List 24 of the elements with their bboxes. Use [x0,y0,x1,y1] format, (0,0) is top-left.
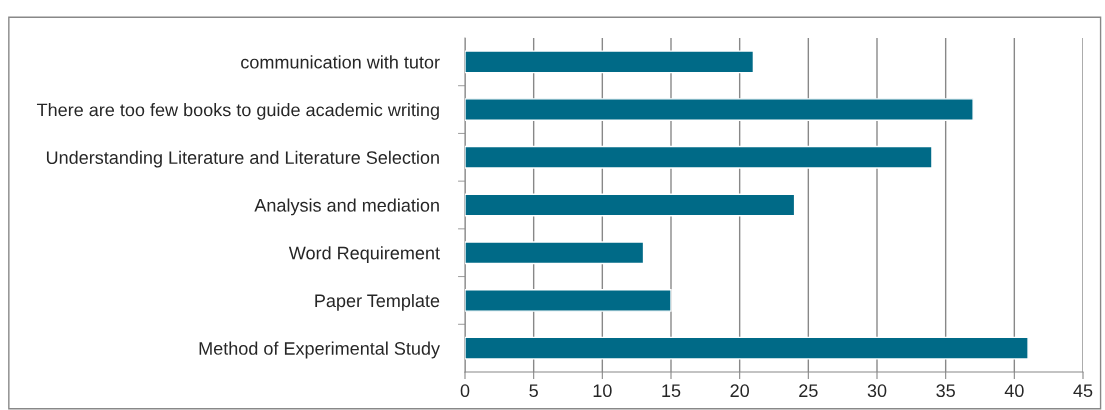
x-tick-label: 5 [529,384,538,398]
y-tick-label: Analysis and mediation [254,198,439,216]
y-tick-label: communication with tutor [241,55,440,69]
y-tick-label: Paper Template [315,293,440,311]
x-tick-label: 40 [1004,384,1024,398]
bar [465,336,1029,360]
bar [465,98,974,122]
bar [465,50,755,74]
y-tick-label: Understanding Literature and Literature Selection [46,150,439,168]
x-tick-label: 25 [799,384,818,398]
x-tick-label: 0 [460,384,470,398]
y-tick-label: There are too few books to guide academic writing [36,103,439,120]
x-tick-label: 15 [662,384,681,398]
bar [465,241,645,265]
bar [465,145,933,169]
x-tick-label: 10 [593,384,612,398]
y-tick-label: Method of Experimental Study [199,341,440,359]
bar [465,288,672,312]
x-tick-label: 30 [867,384,887,398]
x-tick-label: 20 [730,384,749,398]
bar [465,193,796,217]
x-tick-label: 35 [936,384,955,398]
x-tick-label: 45 [1073,384,1093,398]
y-tick-label: Word Requirement [288,246,440,263]
